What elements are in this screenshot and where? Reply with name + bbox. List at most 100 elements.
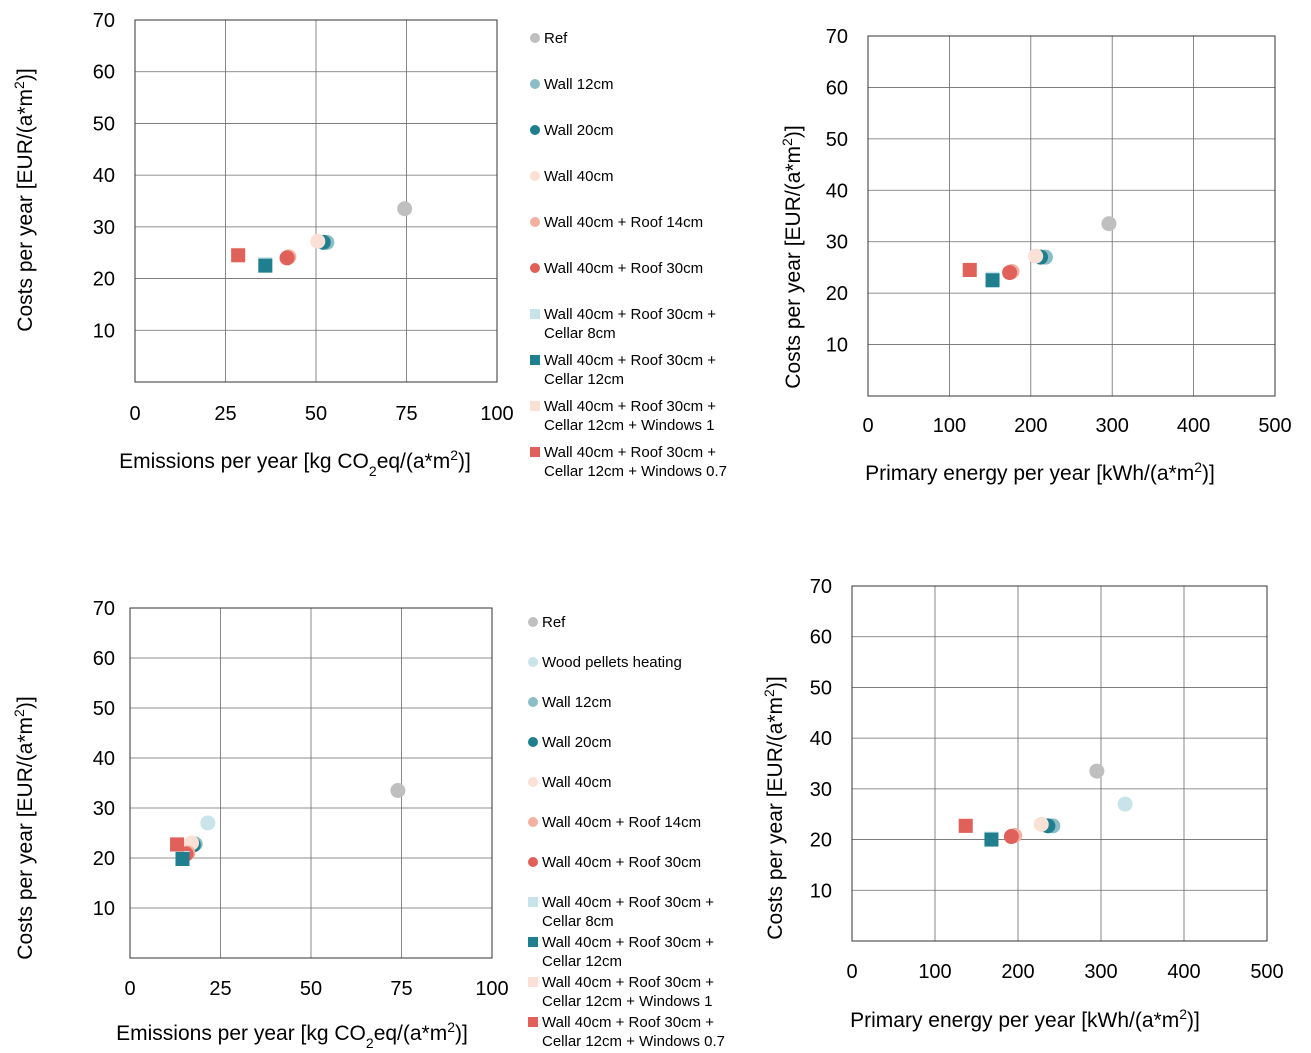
legend-marker-square bbox=[528, 937, 538, 947]
legend-entry-label: Ref bbox=[544, 30, 568, 47]
legend-entry-label: Wall 40cm + Roof 30cm + Cellar 8cm bbox=[542, 894, 714, 930]
x-tick-label: 25 bbox=[209, 978, 231, 1000]
legend-marker-circle bbox=[530, 79, 540, 89]
chart-2: 10 20 30 40 50 60 70 0 100 200 300 400 500 Primary en… bbox=[779, 26, 1292, 485]
legend-marker-circle bbox=[528, 737, 538, 747]
x-tick-label: 0 bbox=[862, 415, 873, 437]
data-point-square bbox=[258, 258, 273, 273]
legend-entry-label: Wall 40cm + Roof 14cm bbox=[544, 214, 703, 231]
y-tick-label: 70 bbox=[826, 26, 848, 48]
legend-entry-label: Wall 40cm + Roof 30cm + Cellar 12cm bbox=[542, 934, 714, 970]
data-point-circle bbox=[279, 250, 295, 266]
y-tick-label: 30 bbox=[810, 779, 832, 801]
legend-marker-circle bbox=[528, 657, 538, 667]
y-tick-label: 50 bbox=[810, 677, 832, 699]
y-axis-label: Costs per year [EUR/(a*m2)] bbox=[761, 676, 787, 939]
y-axis-label: Costs per year [EUR/(a*m2)] bbox=[779, 125, 805, 388]
legend-entry-label: Wood pellets heating bbox=[542, 654, 682, 671]
legend-entry-label: Ref bbox=[542, 614, 566, 631]
y-tick-label: 40 bbox=[93, 165, 115, 187]
x-tick-label: 500 bbox=[1258, 415, 1291, 437]
legend-entry-label: Wall 40cm bbox=[542, 774, 611, 791]
y-tick-label: 60 bbox=[93, 62, 115, 84]
y-tick-label: 70 bbox=[93, 598, 115, 620]
legend-entry-label: Wall 40cm + Roof 30cm + Cellar 12cm + Win… bbox=[544, 444, 727, 480]
y-tick-label: 70 bbox=[810, 576, 832, 598]
legend-marker-circle bbox=[530, 125, 540, 135]
data-point-square bbox=[170, 837, 185, 852]
x-tick-label: 50 bbox=[300, 978, 322, 1000]
legend-entry-label: Wall 40cm + Roof 30cm + Cellar 12cm bbox=[544, 352, 716, 388]
y-tick-label: 60 bbox=[93, 648, 115, 670]
plot-frame bbox=[851, 585, 1268, 942]
data-point-square bbox=[231, 248, 246, 263]
data-point-circle bbox=[1003, 829, 1019, 845]
legend-entry-label: Wall 40cm + Roof 30cm + Cellar 12cm + Win… bbox=[544, 398, 716, 434]
legend-marker-circle bbox=[530, 171, 540, 181]
data-point-circle bbox=[200, 815, 216, 831]
legend-marker-circle bbox=[530, 263, 540, 273]
legend-marker-circle bbox=[528, 857, 538, 867]
x-tick-label: 200 bbox=[1001, 961, 1034, 983]
data-point-circle bbox=[1002, 265, 1018, 281]
data-point-square bbox=[985, 273, 1000, 288]
data-point-circle bbox=[1117, 796, 1133, 812]
y-tick-label: 60 bbox=[810, 627, 832, 649]
legend-entry-label: Wall 12cm bbox=[544, 76, 613, 93]
y-tick-label: 10 bbox=[826, 335, 848, 357]
x-tick-label: 100 bbox=[933, 415, 966, 437]
x-axis-label: Emissions per year [kg CO2eq/(a*m2)] bbox=[119, 447, 471, 479]
legend-marker-circle bbox=[528, 817, 538, 827]
legend-entry-label: Wall 20cm bbox=[544, 122, 613, 139]
legend-entry-label: Wall 40cm + Roof 30cm bbox=[542, 854, 701, 871]
y-tick-label: 40 bbox=[93, 748, 115, 770]
legend-entry-label: Wall 12cm bbox=[542, 694, 611, 711]
x-tick-label: 50 bbox=[305, 403, 327, 425]
y-tick-label: 20 bbox=[826, 283, 848, 305]
y-tick-label: 50 bbox=[826, 129, 848, 151]
y-tick-label: 30 bbox=[93, 217, 115, 239]
x-tick-label: 0 bbox=[124, 978, 135, 1000]
legend-entry-label: Wall 20cm bbox=[542, 734, 611, 751]
legend-marker-square bbox=[530, 401, 540, 411]
data-point-circle bbox=[310, 233, 326, 249]
plot-frame bbox=[129, 607, 493, 959]
data-point-circle bbox=[397, 201, 413, 217]
legend-entry-label: Wall 40cm bbox=[544, 168, 613, 185]
y-tick-label: 50 bbox=[93, 698, 115, 720]
x-tick-label: 400 bbox=[1177, 415, 1210, 437]
legend-marker-square bbox=[528, 1017, 538, 1027]
legend-marker-square bbox=[530, 355, 540, 365]
data-point-circle bbox=[1033, 816, 1049, 832]
x-tick-label: 100 bbox=[918, 961, 951, 983]
data-point-circle bbox=[1101, 216, 1117, 232]
legend: Ref Wall 12cm Wall 20cm Wall 40cm Wall 40cm … bbox=[530, 30, 727, 480]
legend-entry-label: Wall 40cm + Roof 30cm bbox=[544, 260, 703, 277]
y-axis-label: Costs per year [EUR/(a*m2)] bbox=[11, 696, 37, 959]
y-tick-label: 60 bbox=[826, 77, 848, 99]
y-tick-label: 50 bbox=[93, 113, 115, 135]
legend-marker-square bbox=[528, 977, 538, 987]
x-axis-label: Primary energy per year [kWh/(a*m2)] bbox=[865, 459, 1215, 485]
x-tick-label: 400 bbox=[1167, 961, 1200, 983]
y-tick-label: 20 bbox=[810, 830, 832, 852]
data-point-circle bbox=[390, 783, 406, 798]
y-tick-label: 20 bbox=[93, 269, 115, 291]
y-tick-label: 10 bbox=[810, 880, 832, 902]
x-tick-label: 100 bbox=[475, 978, 508, 1000]
x-axis-label: Emissions per year [kg CO2eq/(a*m2)] bbox=[116, 1019, 468, 1051]
chart-3: 10 20 30 40 50 60 70 0 25 50 75 100 Emissions per ye… bbox=[11, 598, 725, 1051]
data-point-circle bbox=[1028, 248, 1044, 264]
legend-marker-circle bbox=[528, 617, 538, 627]
y-tick-label: 30 bbox=[826, 232, 848, 254]
data-point-square bbox=[958, 818, 973, 833]
x-tick-label: 100 bbox=[480, 403, 513, 425]
legend-entry-label: Wall 40cm + Roof 30cm + Cellar 12cm + Win… bbox=[542, 974, 714, 1010]
y-tick-label: 70 bbox=[93, 10, 115, 32]
data-point-square bbox=[962, 263, 977, 277]
data-point-square bbox=[984, 832, 999, 847]
legend-marker-square bbox=[528, 897, 538, 907]
legend-marker-square bbox=[530, 447, 540, 457]
y-tick-label: 30 bbox=[93, 798, 115, 820]
